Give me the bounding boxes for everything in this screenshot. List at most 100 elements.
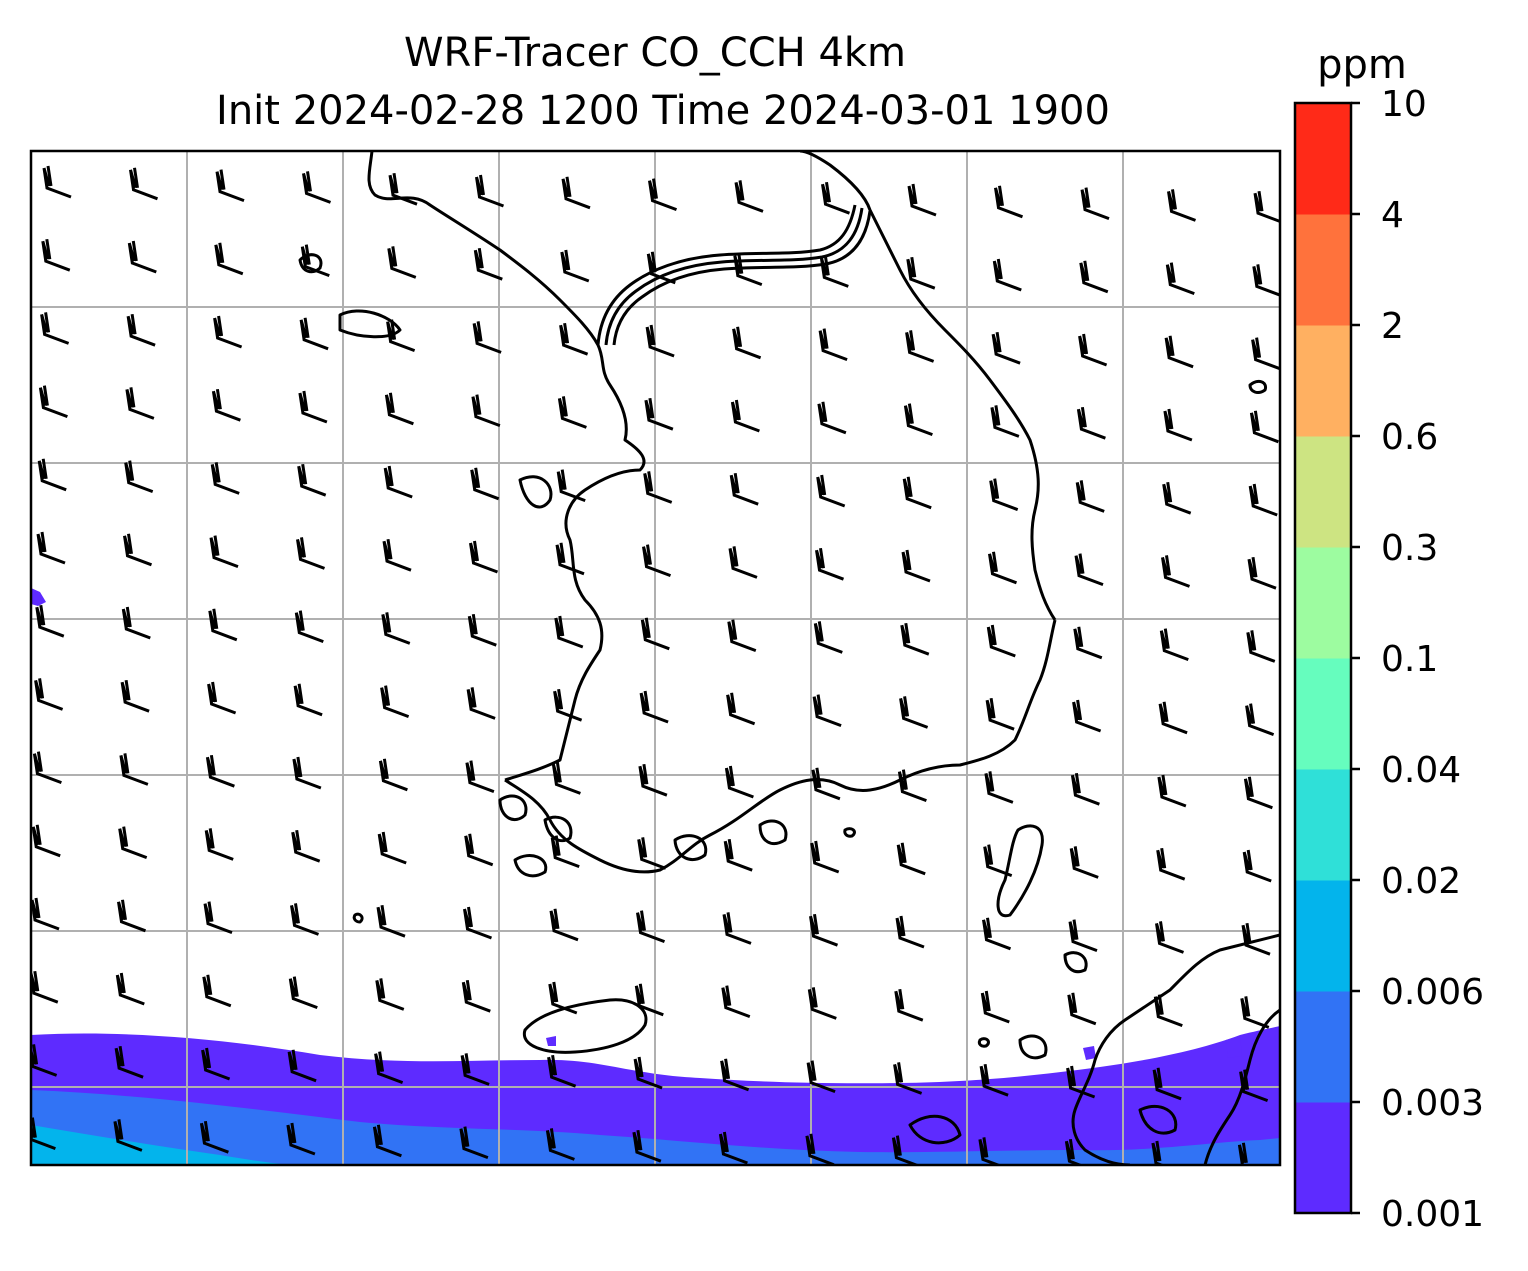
- wind-barb: [375, 978, 405, 1011]
- wind-barb: [1251, 337, 1280, 371]
- wind-barb: [556, 469, 586, 503]
- coastline-east: [799, 151, 1057, 621]
- wind-barb: [901, 549, 931, 583]
- wind-barb: [114, 1045, 144, 1079]
- colorbar-segment: [1295, 769, 1351, 881]
- wind-barb: [897, 769, 927, 803]
- wind-barb: [213, 315, 243, 349]
- colorbar-tick-label: 2: [1381, 306, 1404, 347]
- wind-barb: [203, 901, 233, 935]
- wind-barb: [1070, 772, 1100, 806]
- wind-barb: [819, 255, 849, 288]
- wind-barb: [302, 171, 332, 204]
- coastline-island: [843, 827, 856, 838]
- title-line1: WRF-Tracer CO_CCH 4km: [404, 30, 906, 76]
- wind-barb: [636, 910, 666, 944]
- wind-barb: [1152, 1067, 1182, 1101]
- wind-barb: [126, 313, 156, 347]
- wind-barb: [119, 753, 149, 786]
- wind-barb: [120, 679, 150, 713]
- wind-barb: [992, 258, 1022, 292]
- wind-barb: [807, 987, 837, 1020]
- wind-barb: [380, 685, 410, 719]
- wind-barb: [463, 906, 493, 940]
- wind-barb: [633, 1056, 663, 1090]
- wind-barb: [1078, 333, 1108, 367]
- wind-barb: [1165, 262, 1195, 296]
- wind-barb: [723, 838, 753, 872]
- wind-barb: [547, 1054, 577, 1088]
- wind-barb: [894, 988, 924, 1022]
- wind-barb: [727, 619, 757, 653]
- wind-barb: [646, 251, 676, 285]
- wind-barb: [903, 403, 933, 437]
- colorbar-tick-label: 0.3: [1381, 528, 1438, 569]
- wind-barb: [209, 535, 239, 569]
- wind-barb: [1069, 846, 1099, 879]
- wind-barb: [383, 465, 413, 499]
- shading-patch: [1226, 1036, 1242, 1058]
- wind-barb: [989, 478, 1019, 512]
- wind-barb: [640, 617, 670, 651]
- colorbar-tick-label: 10: [1381, 84, 1427, 125]
- wind-barb: [293, 683, 323, 717]
- colorbar-segment: [1295, 103, 1351, 215]
- wind-barb: [548, 981, 578, 1015]
- coastlines: [298, 151, 1280, 1165]
- wind-barb: [387, 246, 417, 279]
- wind-barb: [118, 826, 148, 860]
- colorbar-tick-label: 4: [1381, 195, 1404, 236]
- coastline-japan: [1071, 933, 1280, 1165]
- wind-barb: [818, 328, 848, 362]
- wind-barb: [560, 249, 590, 283]
- wind-barb: [985, 697, 1015, 731]
- wind-barb: [722, 912, 752, 945]
- coastline-island: [338, 309, 402, 339]
- wind-barb: [984, 771, 1014, 804]
- wind-barb: [551, 762, 581, 795]
- coastline-island: [977, 1037, 990, 1048]
- wind-barb: [475, 174, 505, 208]
- map-frame: [29, 149, 1282, 1167]
- wind-barb: [1242, 849, 1272, 883]
- wind-barb: [817, 401, 847, 435]
- wind-barbs: [31, 165, 1280, 1165]
- wind-barb: [1162, 481, 1192, 515]
- wind-barb: [286, 1122, 316, 1156]
- wind-barb: [31, 824, 61, 858]
- colorbar-segment: [1295, 1102, 1351, 1214]
- wind-barb: [734, 180, 764, 213]
- coastline-tsushima: [996, 824, 1044, 918]
- wind-barb: [1073, 626, 1103, 660]
- wind-barb: [199, 1120, 229, 1154]
- coastline-jeju: [522, 998, 648, 1054]
- wind-barb: [905, 330, 935, 363]
- coastline-island: [673, 834, 708, 861]
- wind-barb: [545, 1128, 575, 1161]
- wind-barb: [906, 256, 936, 290]
- wind-barb: [729, 472, 759, 506]
- wind-barb: [895, 915, 925, 949]
- wind-barb: [129, 167, 159, 201]
- wind-barb: [296, 537, 326, 570]
- wind-barb: [891, 1135, 921, 1165]
- wind-barb: [902, 476, 932, 510]
- wind-barb: [290, 903, 320, 936]
- wind-barb: [1253, 190, 1280, 224]
- colorbar-tick-label: 0.001: [1381, 1194, 1484, 1235]
- wind-barb: [1066, 1065, 1096, 1099]
- colorbar-segment: [1295, 214, 1351, 326]
- wind-barb: [384, 392, 414, 426]
- wind-barb: [31, 897, 60, 931]
- wind-barb: [32, 751, 62, 785]
- wind-barb: [37, 458, 67, 492]
- wind-barb: [728, 546, 758, 579]
- wind-barb: [466, 687, 496, 720]
- wind-barb: [205, 754, 235, 788]
- wind-barb: [202, 974, 232, 1008]
- wind-barb: [40, 312, 70, 345]
- wind-barb: [287, 1049, 317, 1083]
- wind-barb: [561, 176, 591, 210]
- wind-barb: [639, 690, 669, 724]
